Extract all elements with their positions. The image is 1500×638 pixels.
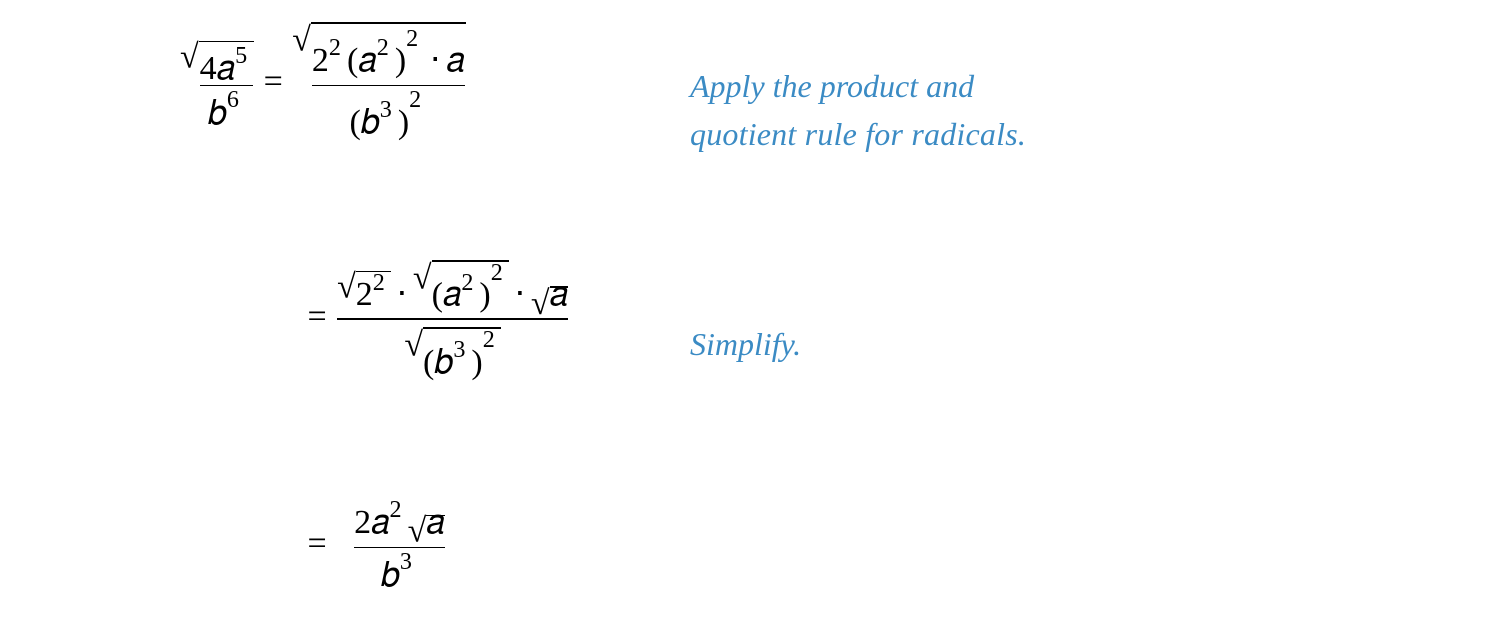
equation-step-1: 4a5 b6 = 22 (a2) 2 ⋅ a <box>180 20 466 141</box>
equation-step-2: = 22 ⋅ (a2) 2 ⋅ a <box>298 258 569 381</box>
annotation-text-line-1: Apply the product and <box>690 68 974 104</box>
annotation-step-2: Simplify. <box>690 320 801 368</box>
equation-step-3: = 2 a2 a b3 <box>298 500 446 586</box>
math-derivation: 4a5 b6 = 22 (a2) 2 ⋅ a <box>0 0 1500 638</box>
annotation-step-1: Apply the product and quotient rule for … <box>690 62 1026 158</box>
annotation-text-line-2: quotient rule for radicals. <box>690 116 1026 152</box>
annotation-text-line-3: Simplify. <box>690 326 801 362</box>
